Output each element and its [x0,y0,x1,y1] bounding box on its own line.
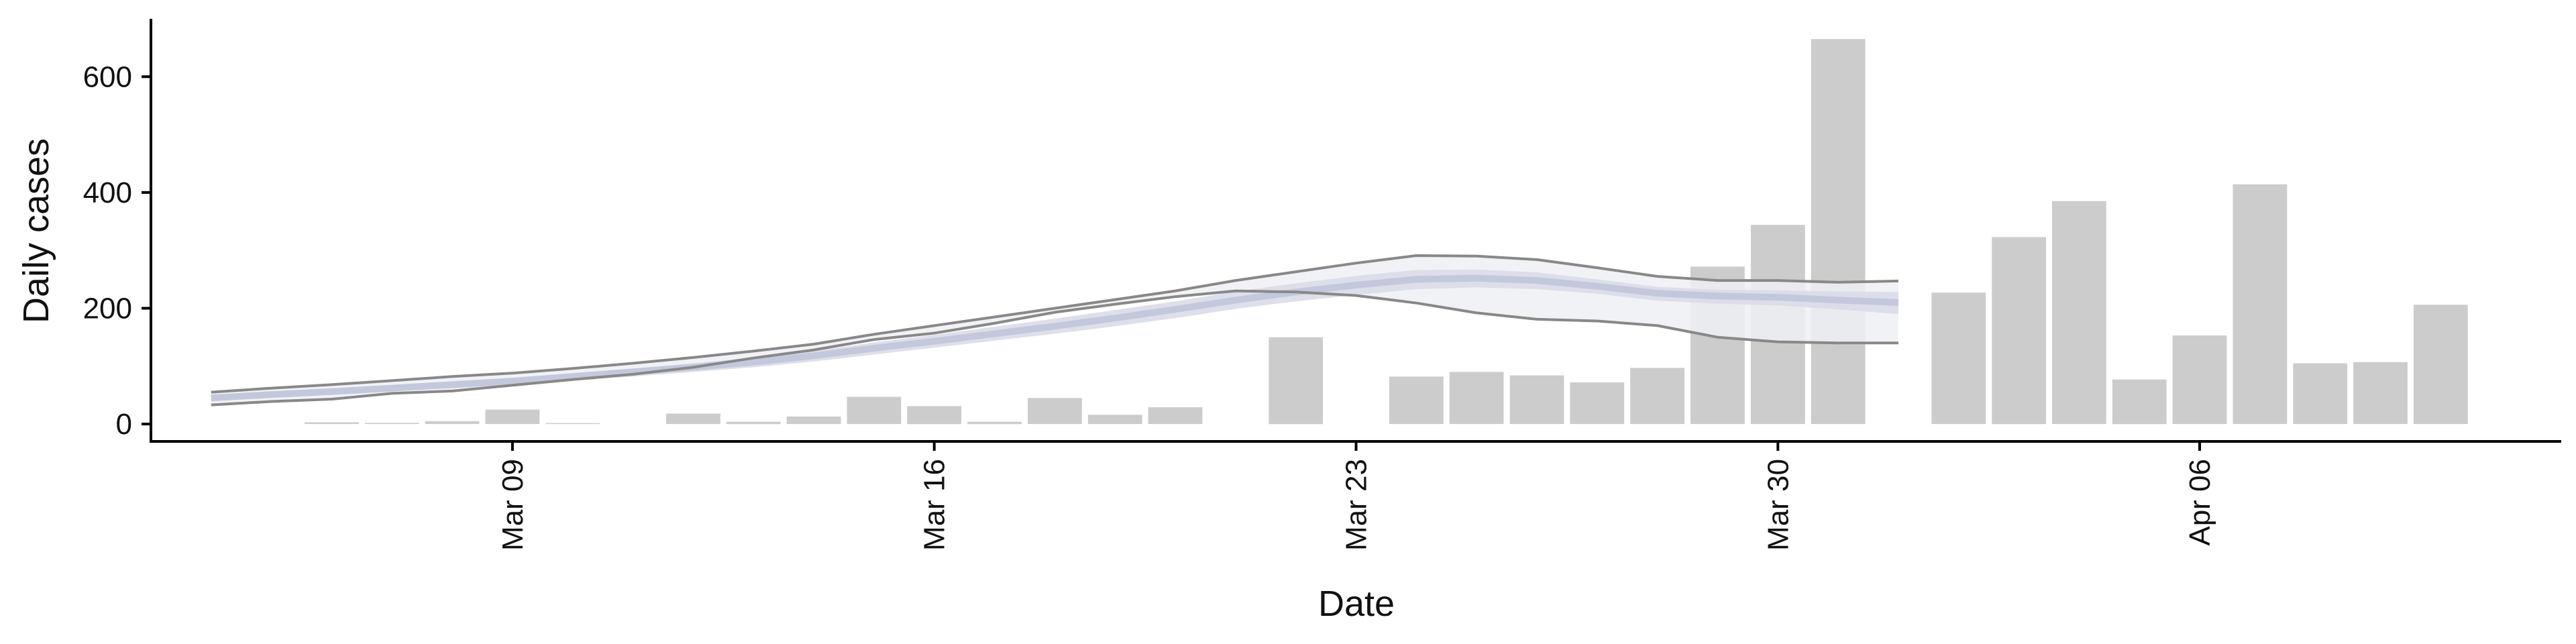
bar-series [305,39,2468,425]
nowcast-band [211,254,1899,407]
y-tick-label-200: 200 [83,292,132,325]
x-tick-label-2020-03-09: Mar 09 [496,459,529,551]
x-ticks: Mar 09 Mar 16 Mar 23 Mar 30 Apr 06 [496,441,2216,551]
bar-2020-03-09 [485,409,540,425]
x-tick-label-2020-04-06: Apr 06 [2184,459,2216,546]
bar-2020-03-10 [545,423,600,425]
bar-2020-04-10 [2413,305,2468,425]
bar-2020-03-20 [1148,407,1203,425]
y-tick-label-0: 0 [116,408,132,441]
bar-2020-04-03 [1992,237,2046,425]
bar-2020-03-19 [1087,415,1142,425]
bar-2020-03-18 [1028,398,1082,425]
y-ticks: 0 200 400 600 [83,60,151,441]
bar-2020-04-04 [2052,201,2106,425]
bar-2020-03-14 [786,416,841,425]
bar-2020-03-12 [666,413,720,425]
bar-2020-03-06 [305,422,359,425]
bar-2020-04-06 [2172,335,2227,425]
bar-2020-04-05 [2112,379,2167,425]
y-axis-title: Daily cases [16,138,56,323]
nowcast-outer-interval [211,256,1898,405]
bar-2020-03-17 [967,421,1022,425]
bar-2020-03-24 [1389,376,1444,425]
bar-2020-03-25 [1449,372,1504,425]
bar-2020-03-22 [1269,337,1324,425]
x-tick-label-2020-03-16: Mar 16 [918,459,951,551]
bar-2020-03-16 [907,406,962,425]
bar-2020-04-02 [1931,292,1986,425]
nowcast-median-line [211,274,1899,402]
bar-2020-04-09 [2353,362,2408,425]
bar-2020-03-27 [1570,382,1625,425]
bar-2020-03-28 [1630,368,1684,425]
bar-2020-03-31 [1811,39,1866,425]
x-tick-label-2020-03-23: Mar 23 [1340,459,1373,551]
nowcast-upper-line [211,254,1898,394]
y-tick-label-600: 600 [83,60,132,93]
y-tick-label-400: 400 [83,176,132,209]
bar-2020-04-08 [2293,363,2348,425]
bar-2020-03-26 [1509,375,1564,425]
bar-2020-03-08 [425,421,480,425]
x-axis-title: Date [1318,584,1395,624]
x-tick-label-2020-03-30: Mar 30 [1762,459,1794,551]
bar-2020-04-07 [2233,184,2288,425]
bar-2020-03-07 [364,423,419,425]
nowcast-lower-line [211,289,1898,407]
bar-2020-03-13 [726,421,781,425]
bar-2020-03-15 [847,396,902,425]
